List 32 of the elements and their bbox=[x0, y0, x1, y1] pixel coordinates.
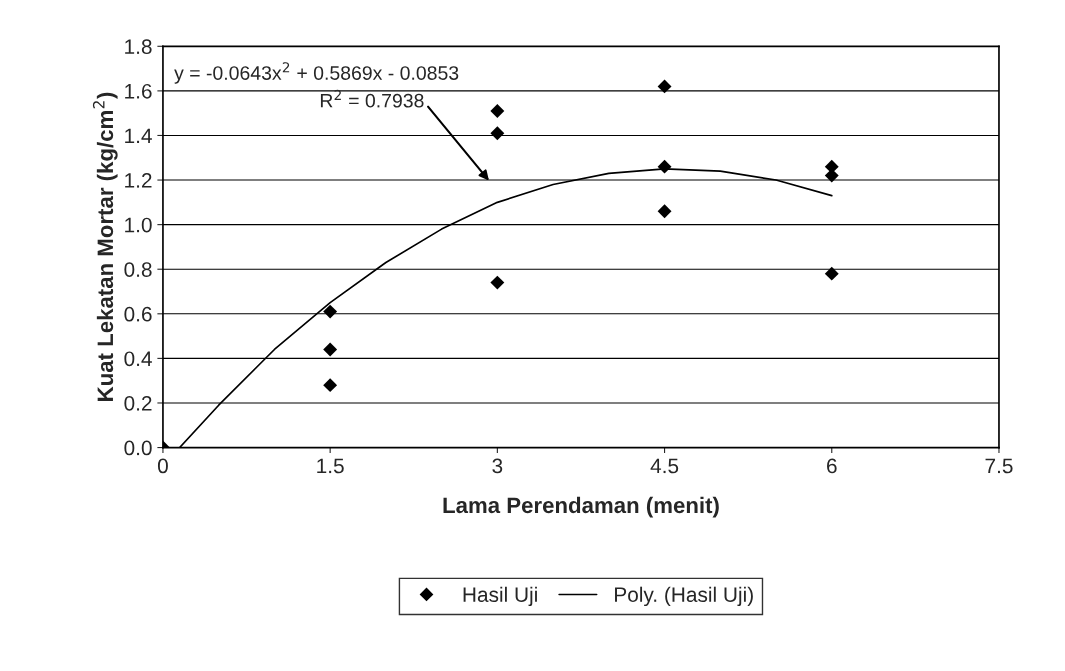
y-tick-label: 1.6 bbox=[125, 83, 152, 99]
x-tick-label: 7.5 bbox=[985, 458, 1013, 474]
x-tick-label: 4.5 bbox=[650, 458, 679, 474]
point bbox=[490, 104, 505, 118]
point bbox=[323, 342, 338, 357]
point bbox=[323, 304, 338, 319]
point bbox=[323, 378, 338, 393]
point bbox=[490, 126, 505, 141]
point bbox=[657, 204, 672, 219]
legend-label: Hasil Uji bbox=[463, 586, 537, 607]
y-tick-label: 0.8 bbox=[124, 262, 152, 277]
annotation: R$^{2}$ = 0.7938 bbox=[320, 89, 424, 108]
point bbox=[490, 275, 505, 290]
y-tick-label: 1.4 bbox=[125, 128, 152, 144]
y-tick-label: 0.2 bbox=[124, 395, 152, 411]
y-tick-label: 0.6 bbox=[124, 306, 152, 322]
legend-label: Poly. (Hasil Uji) bbox=[615, 586, 753, 607]
x-tick-label: 0 bbox=[157, 458, 168, 474]
y-axis-title: Kuat Lekatan Mortar (kg/cm$^{2}$) bbox=[92, 92, 118, 401]
x-tick-label: 3 bbox=[492, 458, 503, 474]
y-tick-label: 1.0 bbox=[125, 217, 152, 233]
y-tick-label: 0.4 bbox=[124, 351, 152, 367]
y-tick-label: 1.2 bbox=[125, 173, 152, 188]
point bbox=[657, 79, 672, 94]
y-tick-label: 1.8 bbox=[125, 39, 152, 55]
x-tick-label: 6 bbox=[827, 458, 837, 474]
point bbox=[657, 159, 672, 174]
x-axis-title: Lama Perendaman (menit) bbox=[443, 496, 719, 518]
y-tick-label: 0.0 bbox=[124, 440, 152, 456]
x-tick-label: 1.5 bbox=[317, 458, 344, 474]
annotation: y = -0.0643x$^{2}$ + 0.5869x - 0.0853 bbox=[174, 62, 459, 84]
point bbox=[824, 266, 839, 281]
